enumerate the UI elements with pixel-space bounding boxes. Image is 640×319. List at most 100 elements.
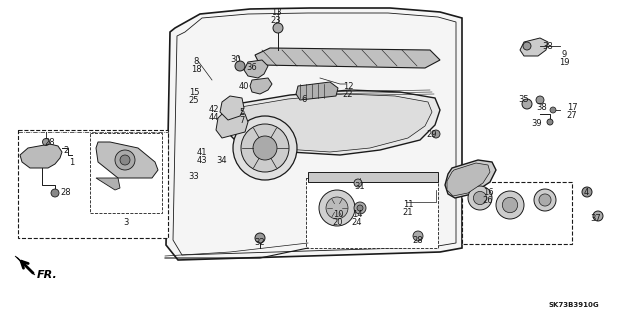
Text: 11: 11	[403, 200, 413, 209]
Text: 38: 38	[543, 42, 554, 51]
Text: 41: 41	[196, 148, 207, 157]
Circle shape	[233, 116, 297, 180]
Circle shape	[115, 150, 135, 170]
Circle shape	[42, 138, 49, 145]
Bar	[306, 178, 438, 248]
Circle shape	[319, 190, 355, 226]
Text: 9: 9	[561, 50, 566, 59]
Text: 35: 35	[518, 95, 529, 104]
Bar	[462, 182, 572, 244]
Circle shape	[539, 194, 551, 206]
Polygon shape	[220, 96, 244, 120]
Text: 39: 39	[532, 119, 542, 128]
Polygon shape	[96, 178, 120, 190]
Text: 22: 22	[343, 90, 353, 99]
Text: 24: 24	[352, 218, 362, 227]
Polygon shape	[250, 78, 272, 94]
Circle shape	[273, 23, 283, 33]
Text: 19: 19	[559, 58, 569, 67]
Circle shape	[550, 107, 556, 113]
Polygon shape	[296, 82, 338, 100]
Text: 6: 6	[301, 95, 307, 104]
Text: 43: 43	[196, 156, 207, 165]
Text: 12: 12	[343, 82, 353, 91]
Circle shape	[468, 186, 492, 210]
Circle shape	[593, 211, 603, 221]
Polygon shape	[15, 256, 35, 275]
Text: 29: 29	[427, 130, 437, 139]
Text: 42: 42	[209, 105, 220, 114]
Circle shape	[547, 119, 553, 125]
Polygon shape	[255, 48, 440, 68]
Text: 30: 30	[230, 55, 241, 64]
Polygon shape	[520, 38, 548, 56]
Polygon shape	[225, 90, 440, 155]
Text: 17: 17	[566, 103, 577, 112]
Text: 28: 28	[413, 236, 423, 245]
Text: 3: 3	[124, 218, 129, 227]
Text: 13: 13	[271, 8, 282, 17]
Text: 8: 8	[193, 57, 198, 66]
Text: 28: 28	[61, 188, 71, 197]
Bar	[90, 133, 162, 213]
Polygon shape	[166, 8, 462, 260]
Circle shape	[354, 179, 362, 187]
Polygon shape	[244, 60, 268, 78]
Text: 18: 18	[191, 65, 202, 74]
Text: 26: 26	[483, 196, 493, 205]
Circle shape	[536, 96, 544, 104]
Text: SK73B3910G: SK73B3910G	[548, 302, 599, 308]
Text: 32: 32	[255, 238, 266, 247]
Text: 5: 5	[239, 108, 244, 117]
Text: 38: 38	[536, 103, 547, 112]
Text: 44: 44	[209, 113, 220, 122]
Bar	[18, 130, 168, 238]
Text: 7: 7	[239, 116, 244, 125]
Circle shape	[432, 130, 440, 138]
Polygon shape	[96, 142, 158, 178]
Text: 25: 25	[189, 96, 199, 105]
Circle shape	[354, 202, 366, 214]
Circle shape	[523, 42, 531, 50]
Text: 28: 28	[45, 138, 55, 147]
Circle shape	[496, 191, 524, 219]
Text: 36: 36	[246, 63, 257, 72]
Circle shape	[502, 197, 518, 213]
Text: 15: 15	[189, 88, 199, 97]
Circle shape	[253, 136, 277, 160]
Text: 1: 1	[69, 158, 75, 167]
Circle shape	[235, 61, 245, 71]
Text: 40: 40	[239, 82, 249, 91]
Circle shape	[255, 233, 265, 243]
Polygon shape	[230, 94, 432, 152]
Text: 33: 33	[189, 172, 200, 181]
Polygon shape	[216, 112, 248, 138]
Text: 16: 16	[483, 188, 493, 197]
Circle shape	[413, 231, 423, 241]
Text: 31: 31	[355, 182, 365, 191]
Text: 34: 34	[217, 156, 227, 165]
Circle shape	[582, 187, 592, 197]
Text: 23: 23	[271, 16, 282, 25]
Polygon shape	[20, 144, 62, 168]
Text: 10: 10	[333, 210, 343, 219]
Circle shape	[534, 189, 556, 211]
Polygon shape	[445, 160, 496, 198]
Circle shape	[522, 99, 532, 109]
Text: 27: 27	[566, 111, 577, 120]
Circle shape	[120, 155, 130, 165]
Text: 21: 21	[403, 208, 413, 217]
Circle shape	[357, 205, 363, 211]
Text: FR.: FR.	[37, 270, 58, 280]
Text: 37: 37	[591, 214, 602, 223]
Text: 2: 2	[63, 146, 68, 155]
Circle shape	[51, 189, 59, 197]
Text: 20: 20	[333, 218, 343, 227]
Circle shape	[474, 191, 486, 204]
Circle shape	[241, 124, 289, 172]
Bar	[308, 172, 438, 182]
Text: 14: 14	[352, 210, 362, 219]
Text: 4: 4	[584, 188, 589, 197]
Polygon shape	[447, 163, 490, 196]
Circle shape	[326, 197, 348, 219]
